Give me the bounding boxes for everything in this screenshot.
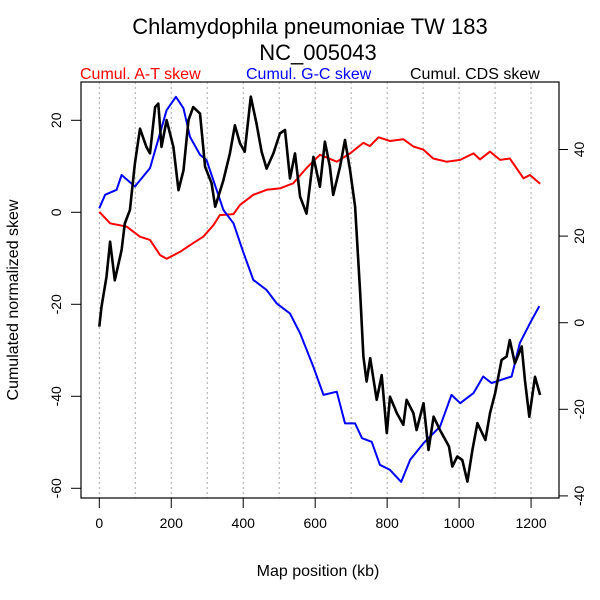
x-tick-label: 1200	[515, 515, 546, 531]
axes: 0 200 400 600 800 1000 1200 -60 -40 -20 0 20 -40 -20 0…	[48, 112, 587, 531]
y-left-tick-label: 0	[48, 208, 64, 216]
y-right-tick-label: 20	[571, 228, 587, 244]
gc-skew-line	[98, 95, 541, 483]
plot-frame	[80, 81, 560, 499]
x-tick-label: 400	[232, 515, 256, 531]
y-axis-label: Cumulated normalized skew	[5, 199, 22, 400]
chart-title: Chlamydophila pneumoniae TW 183	[132, 14, 487, 39]
chart-subtitle: NC_005043	[259, 40, 376, 65]
x-tick-label: 800	[375, 515, 399, 531]
x-tick-label: 1000	[444, 515, 475, 531]
y-right-tick-label: 40	[571, 142, 587, 158]
y-right-tick-label: -40	[571, 486, 587, 506]
legend-at-skew: Cumul. A-T skew	[80, 66, 201, 83]
grid	[98, 82, 532, 498]
x-axis-label: Map position (kb)	[257, 563, 380, 580]
y-left-tick-label: -20	[48, 294, 64, 314]
y-right-tick-label: -20	[571, 399, 587, 419]
legend-gc-skew: Cumul. G-C skew	[246, 66, 372, 83]
x-tick-label: 600	[304, 515, 328, 531]
legend-cds-skew: Cumul. CDS skew	[410, 66, 540, 83]
series-group	[98, 95, 542, 483]
cds-skew-line	[98, 95, 542, 483]
y-left-tick-label: 20	[48, 112, 64, 128]
y-left-tick-label: -60	[48, 478, 64, 498]
x-tick-label: 0	[95, 515, 103, 531]
x-tick-label: 200	[160, 515, 184, 531]
y-left-tick-label: -40	[48, 386, 64, 406]
y-right-tick-label: 0	[571, 319, 587, 327]
